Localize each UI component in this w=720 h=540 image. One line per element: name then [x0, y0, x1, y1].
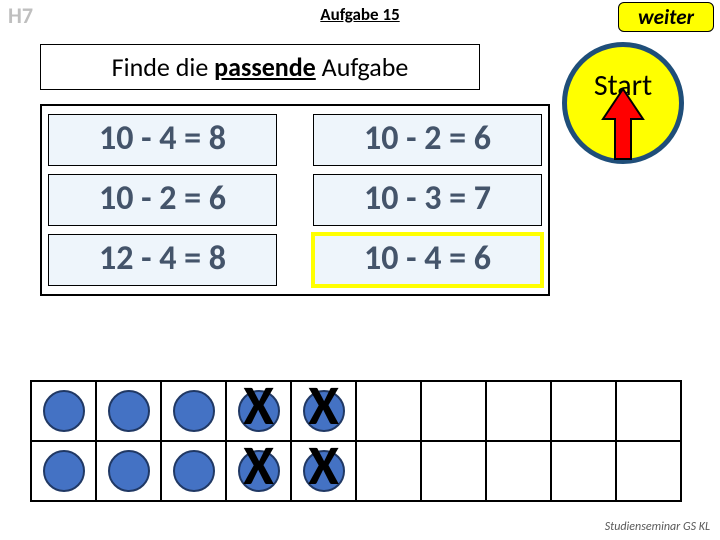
score-dot-icon	[43, 450, 85, 492]
equation-option[interactable]: 10 - 3 = 7	[313, 174, 542, 226]
score-cell	[96, 381, 161, 441]
up-arrow-icon	[601, 87, 645, 161]
score-cell	[356, 381, 421, 441]
score-cell	[421, 381, 486, 441]
x-mark-icon: X	[227, 436, 290, 496]
score-dot-icon	[173, 390, 215, 432]
footer-credit: Studienseminar GS KL	[605, 520, 710, 534]
score-cell	[31, 441, 96, 501]
score-cell	[161, 441, 226, 501]
equation-option[interactable]: 10 - 4 = 6	[313, 234, 542, 286]
instruction-post: Aufgabe	[316, 51, 409, 83]
score-dot-icon	[108, 390, 150, 432]
score-cell: X	[226, 441, 291, 501]
equation-grid: 10 - 4 = 8 10 - 2 = 6 10 - 2 = 6 10 - 3 …	[40, 104, 550, 296]
score-dot-icon	[43, 390, 85, 432]
score-dot-icon	[108, 450, 150, 492]
score-cell	[486, 441, 551, 501]
score-cell	[161, 381, 226, 441]
score-dot-icon	[173, 450, 215, 492]
page-code: H7	[8, 2, 33, 29]
score-cell	[421, 441, 486, 501]
equation-option[interactable]: 12 - 4 = 8	[48, 234, 277, 286]
instruction-box: Finde die passende Aufgabe	[40, 44, 480, 90]
score-cell	[96, 441, 161, 501]
score-cell	[356, 441, 421, 501]
equation-option[interactable]: 10 - 2 = 6	[313, 114, 542, 166]
start-button[interactable]: Start	[562, 42, 692, 172]
equation-option[interactable]: 10 - 4 = 8	[48, 114, 277, 166]
start-circle: Start	[562, 42, 684, 164]
score-cell	[551, 381, 616, 441]
score-cell	[616, 441, 681, 501]
score-cell	[486, 381, 551, 441]
score-cell	[616, 381, 681, 441]
next-button[interactable]: weiter	[618, 2, 714, 32]
x-mark-icon: X	[292, 436, 355, 496]
x-mark-icon: X	[227, 376, 290, 436]
score-cell: X	[291, 441, 356, 501]
instruction-pre: Finde die	[112, 51, 215, 83]
instruction-emph: passende	[214, 51, 316, 83]
score-cell	[551, 441, 616, 501]
score-grid: XXXX	[30, 380, 682, 502]
x-mark-icon: X	[292, 376, 355, 436]
equation-option[interactable]: 10 - 2 = 6	[48, 174, 277, 226]
task-number: Aufgabe 15	[320, 4, 399, 25]
score-cell	[31, 381, 96, 441]
